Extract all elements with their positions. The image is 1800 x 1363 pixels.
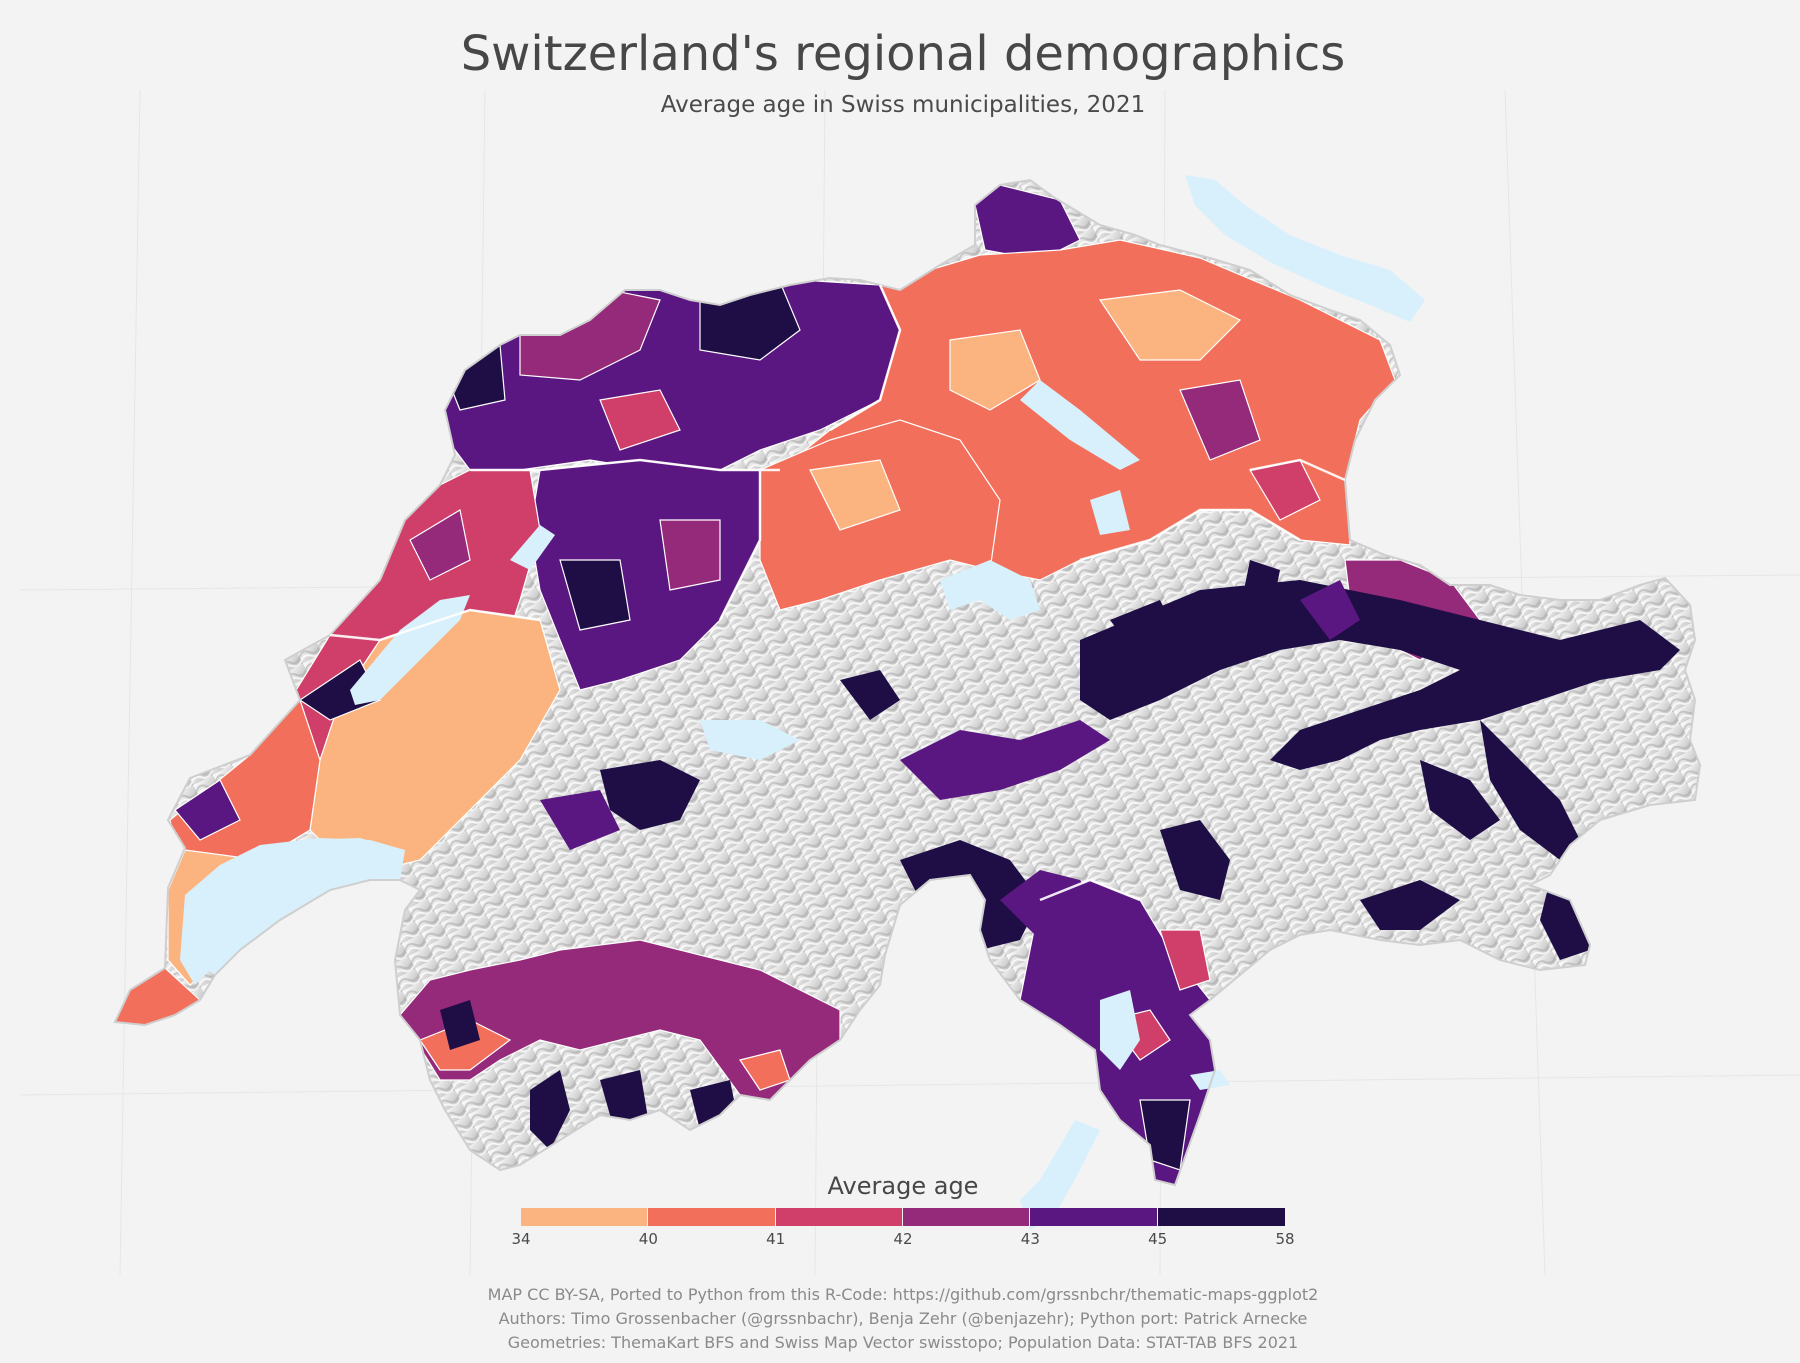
legend-swatch <box>1030 1208 1158 1226</box>
credit-line: Geometries: ThemaKart BFS and Swiss Map … <box>507 1333 1299 1352</box>
legend-swatch <box>775 1208 903 1226</box>
legend-tick: 40 <box>638 1230 658 1248</box>
map-credits: MAP CC BY-SA, Ported to Python from this… <box>0 1283 1800 1355</box>
legend-tick: 34 <box>511 1230 531 1248</box>
legend-swatch <box>648 1208 776 1226</box>
credit-line: Authors: Timo Grossenbacher (@grssnbachr… <box>498 1309 1308 1328</box>
legend-tick: 42 <box>893 1230 913 1248</box>
legend-swatch <box>902 1208 1031 1226</box>
legend-tick: 45 <box>1148 1230 1168 1248</box>
legend-title: Average age <box>827 1172 979 1200</box>
legend-tick: 43 <box>1020 1230 1040 1248</box>
legend-tick: 58 <box>1275 1230 1295 1248</box>
canton-borders <box>329 284 1346 902</box>
map-subtitle: Average age in Swiss municipalities, 202… <box>660 92 1146 118</box>
legend-swatch <box>1157 1208 1285 1226</box>
legend-color-bar <box>521 1208 1285 1226</box>
color-legend: Average age 34 40 41 42 43 45 58 <box>511 1172 1294 1252</box>
legend-tick: 41 <box>766 1230 786 1248</box>
credit-line: MAP CC BY-SA, Ported to Python from this… <box>487 1285 1319 1304</box>
legend-tick-labels: 34 40 41 42 43 45 58 <box>511 1230 1294 1252</box>
map-title: Switzerland's regional demographics <box>460 26 1346 82</box>
alpine-valleys-purple <box>540 580 1360 960</box>
legend-swatch <box>521 1208 649 1226</box>
